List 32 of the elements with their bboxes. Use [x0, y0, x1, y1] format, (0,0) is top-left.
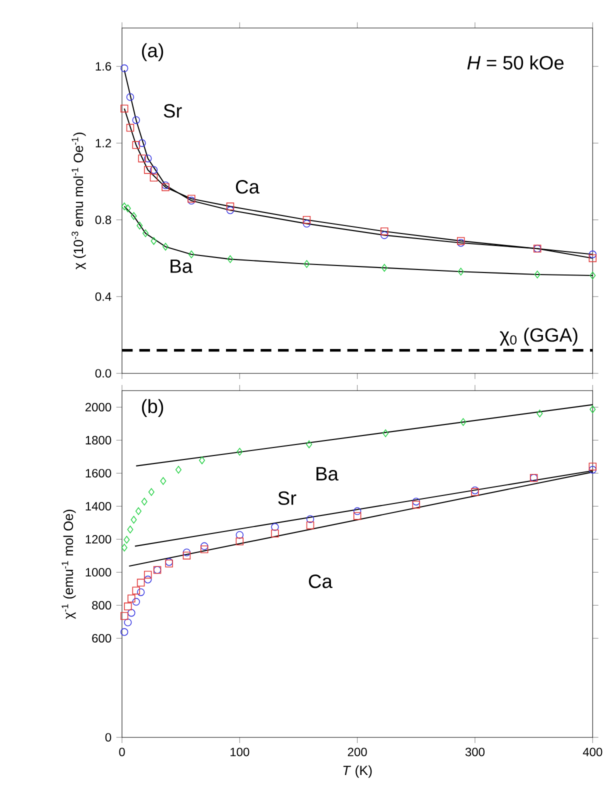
ref-line-label: χ$_{0}$ (GGA): [500, 328, 578, 346]
x-tick-label: 300: [465, 748, 484, 756]
series-label: Sr: [278, 491, 296, 505]
annotation: H = 50 kOe: [467, 55, 564, 70]
y-tick-label: 800: [92, 601, 112, 610]
y-axis-title: χ$^{-1}$ (emu$^{-1}$ mol Oe): [62, 510, 76, 619]
annotation: (a): [142, 43, 164, 62]
annotation: (b): [142, 399, 164, 417]
series-label: Sr: [164, 104, 182, 118]
y-tick-label: 2000: [85, 402, 112, 412]
y-tick-label: 0.8: [95, 216, 112, 224]
series-label: Ba: [316, 467, 338, 481]
text: Ca: [308, 574, 332, 588]
y-tick-label: 0: [105, 733, 112, 742]
y-axis-title: χ (10$^{-3}$ emu mol$^{-1}$ Oe$^{-1}$): [72, 132, 86, 270]
x-tick-label: 0: [119, 748, 125, 756]
y-tick-label: 1200: [86, 534, 112, 544]
y-tick-label: 600: [92, 634, 112, 643]
y-tick-label: 1.6: [96, 62, 112, 71]
x-axis-title: T (K): [343, 765, 372, 778]
y-tick-label: 1600: [86, 468, 112, 478]
x-tick-label: 400: [582, 748, 602, 756]
series-label: Ca: [236, 180, 260, 194]
y-tick-label: 0.4: [95, 292, 112, 301]
x-tick-label: 100: [230, 748, 250, 756]
y-tick-label: 1800: [86, 436, 112, 444]
x-tick-label: 200: [348, 748, 367, 756]
y-tick-label: 1.2: [96, 138, 111, 148]
series-label: Ba: [170, 260, 193, 273]
y-tick-label: 1000: [86, 568, 112, 577]
y-tick-label: 0.0: [95, 369, 112, 378]
y-tick-label: 1400: [86, 502, 112, 510]
